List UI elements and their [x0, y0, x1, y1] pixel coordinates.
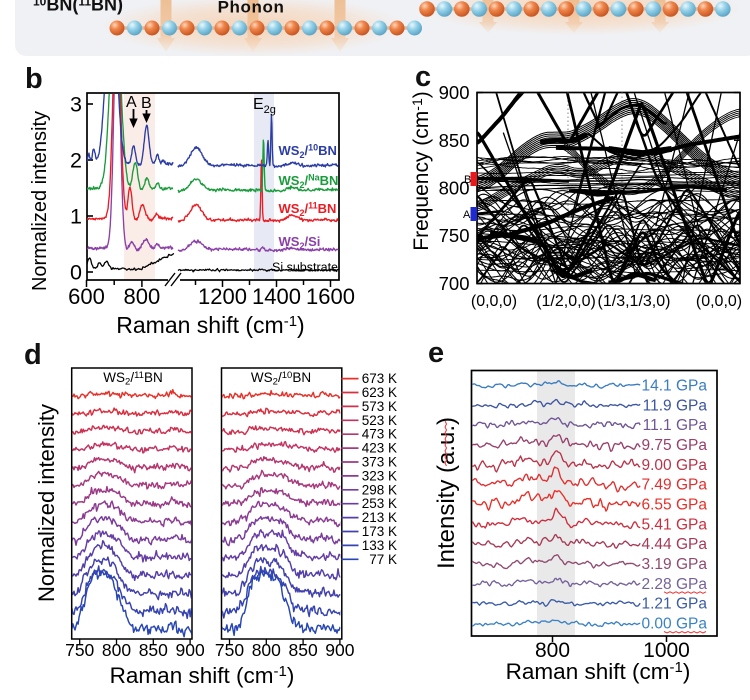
svg-text:1: 1 [70, 205, 82, 229]
svg-text:Si substrate: Si substrate [272, 261, 338, 275]
svg-text:750: 750 [215, 640, 244, 660]
svg-text:A: A [463, 209, 471, 221]
svg-text:11.1 GPa: 11.1 GPa [643, 417, 708, 434]
svg-text:900: 900 [175, 640, 204, 660]
svg-text:673 K: 673 K [362, 371, 397, 386]
svg-text:Raman shift (cm-1): Raman shift (cm-1) [110, 663, 295, 688]
svg-text:523 K: 523 K [362, 413, 397, 428]
svg-text:0.00 GPa: 0.00 GPa [642, 616, 708, 633]
svg-text:800: 800 [535, 639, 570, 662]
svg-text:800: 800 [252, 640, 281, 660]
svg-text:Normalized intensity: Normalized intensity [34, 404, 59, 602]
svg-text:623 K: 623 K [362, 385, 397, 400]
svg-text:(0,0,0): (0,0,0) [471, 293, 517, 310]
svg-text:2: 2 [70, 149, 82, 173]
svg-text:323 K: 323 K [362, 468, 397, 483]
svg-text:173 K: 173 K [362, 524, 397, 539]
svg-text:(0,0,0): (0,0,0) [696, 293, 742, 310]
svg-text:B: B [464, 174, 471, 186]
svg-text:WS2/NaBN: WS2/NaBN [279, 173, 339, 190]
svg-text:b: b [25, 63, 43, 95]
svg-text:473 K: 473 K [362, 427, 397, 442]
svg-text:850: 850 [288, 640, 317, 660]
svg-text:573 K: 573 K [362, 399, 397, 414]
svg-text:7.49 GPa: 7.49 GPa [642, 477, 708, 494]
svg-text:900: 900 [325, 640, 354, 660]
svg-text:(1/3,1/3,0): (1/3,1/3,0) [598, 293, 671, 310]
svg-text:253 K: 253 K [362, 496, 397, 511]
svg-text:Normalized intensity: Normalized intensity [29, 111, 51, 291]
svg-text:800: 800 [439, 178, 470, 199]
svg-text:11.9 GPa: 11.9 GPa [643, 397, 708, 414]
svg-text:77 K: 77 K [369, 552, 397, 567]
svg-text:0: 0 [70, 261, 82, 285]
svg-text:800: 800 [124, 284, 161, 309]
svg-text:1400: 1400 [252, 284, 301, 309]
svg-text:3.19 GPa: 3.19 GPa [642, 556, 708, 573]
svg-text:800: 800 [102, 640, 131, 660]
svg-text:750: 750 [439, 225, 470, 246]
svg-text:10BN(11BN): 10BN(11BN) [33, 0, 123, 15]
svg-text:WS2/Si: WS2/Si [279, 234, 321, 251]
svg-text:9.00 GPa: 9.00 GPa [642, 457, 708, 474]
svg-text:850: 850 [139, 640, 168, 660]
svg-text:423 K: 423 K [362, 441, 397, 456]
svg-text:133 K: 133 K [362, 538, 397, 553]
svg-text:WS2/11BN: WS2/11BN [103, 370, 162, 388]
svg-text:1200: 1200 [198, 284, 247, 309]
svg-text:5.41 GPa: 5.41 GPa [642, 516, 708, 533]
svg-text:WS2/10BN: WS2/10BN [251, 370, 311, 388]
svg-text:850: 850 [439, 130, 470, 151]
svg-text:A: A [126, 94, 137, 111]
svg-text:Intensity (a.u.): Intensity (a.u.) [433, 417, 460, 569]
svg-text:1600: 1600 [306, 284, 355, 309]
svg-text:298 K: 298 K [362, 482, 397, 497]
svg-text:2.28 GPa: 2.28 GPa [642, 576, 708, 593]
svg-text:6.55 GPa: 6.55 GPa [642, 497, 708, 514]
svg-text:Raman shift (cm-1): Raman shift (cm-1) [506, 659, 691, 684]
svg-text:WS2/11BN: WS2/11BN [279, 201, 337, 218]
svg-text:4.44 GPa: 4.44 GPa [642, 536, 708, 553]
svg-text:213 K: 213 K [362, 510, 397, 525]
svg-text:700: 700 [439, 273, 470, 294]
svg-text:c: c [415, 61, 431, 93]
svg-text:1000: 1000 [643, 639, 690, 662]
svg-text:e: e [428, 337, 444, 369]
svg-text:(1/2,0,0): (1/2,0,0) [536, 293, 596, 310]
svg-text:373 K: 373 K [362, 455, 397, 470]
svg-text:Raman shift (cm-1): Raman shift (cm-1) [116, 312, 304, 338]
svg-text:900: 900 [439, 82, 470, 103]
svg-text:750: 750 [65, 640, 94, 660]
svg-text:Frequency (cm-1): Frequency (cm-1) [409, 91, 433, 251]
svg-text:d: d [24, 339, 42, 371]
svg-text:Phonon: Phonon [218, 0, 285, 17]
svg-text:1.21 GPa: 1.21 GPa [642, 596, 708, 613]
svg-text:14.1 GPa: 14.1 GPa [642, 378, 708, 395]
svg-text:WS2/10BN: WS2/10BN [279, 143, 337, 160]
svg-text:9.75 GPa: 9.75 GPa [642, 437, 708, 454]
svg-text:600: 600 [68, 284, 105, 309]
svg-text:B: B [141, 95, 152, 112]
svg-text:3: 3 [70, 93, 82, 117]
